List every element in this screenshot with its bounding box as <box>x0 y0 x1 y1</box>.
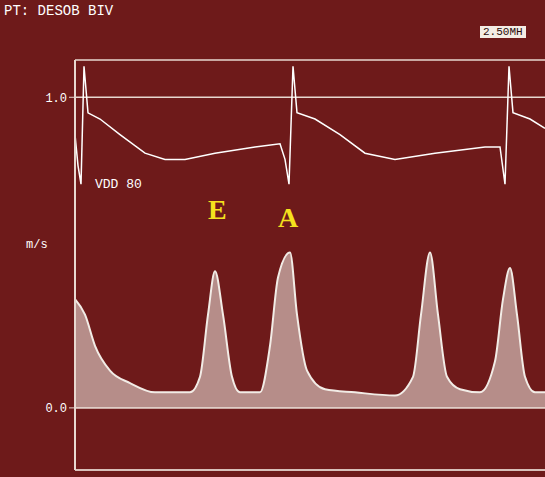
html-text:PT: DESOB BIV: PT: DESOB BIV <box>4 3 114 19</box>
svg-text:1.0: 1.0 <box>45 92 67 106</box>
svg-text:0.0: 0.0 <box>45 402 67 416</box>
html-text:VDD 80: VDD 80 <box>95 177 142 192</box>
html-text:2.50MH: 2.50MH <box>483 26 523 38</box>
html-text:E: E <box>208 194 227 225</box>
html-text:m/s: m/s <box>26 238 48 252</box>
html-text:A: A <box>278 202 299 233</box>
